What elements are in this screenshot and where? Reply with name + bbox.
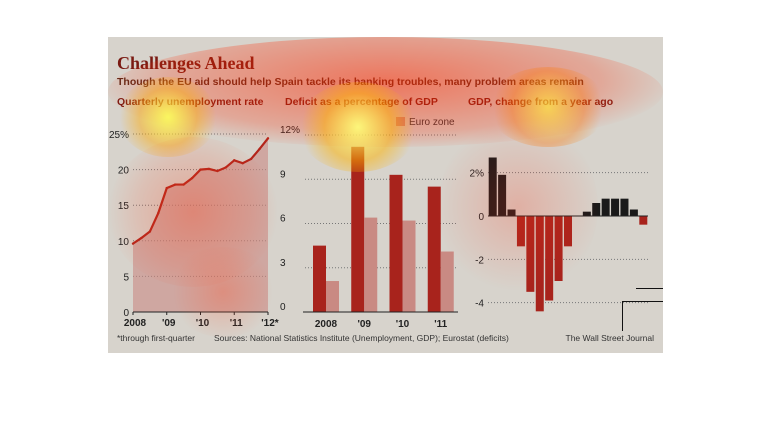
gdp-bar [545, 216, 554, 301]
x-tick-label: '09 [162, 318, 176, 329]
bar-spain [389, 174, 403, 312]
gdp-bar [488, 157, 497, 216]
x-tick-label: '10 [396, 319, 410, 330]
gdp-chart: 2%0-2-4-62008'09'10'11'12 [470, 157, 648, 312]
data-point [157, 211, 160, 215]
legend-label-euro-zone: Euro zone [409, 117, 455, 128]
data-point [216, 169, 219, 173]
y-tick-label: 25% [109, 130, 129, 141]
corner-marker-top [636, 288, 663, 289]
unemployment-chart-title: Quarterly unemployment rate [117, 96, 264, 108]
deficit-chart: 12% 9 6 3 0 Euro zone 2008 '09 '10 '11 [280, 117, 458, 330]
data-point [258, 147, 261, 151]
x-tick-label: 2008 [124, 318, 147, 329]
bar-spain [351, 146, 365, 312]
gdp-bar [526, 216, 535, 292]
data-point [241, 161, 244, 165]
x-tick-label: 2008 [315, 319, 338, 330]
gdp-bar [554, 216, 563, 281]
gdp-bar [592, 203, 601, 216]
y-tick-label: 2% [470, 169, 485, 180]
bar-spain [313, 245, 326, 312]
y-tick-label: 0 [123, 308, 129, 319]
bar-euro-zone [402, 220, 416, 312]
y-tick-label: 0 [478, 212, 484, 223]
corner-marker [622, 301, 663, 302]
y-tick-label: 20 [118, 166, 130, 177]
deficit-chart-title: Deficit as a percentage of GDP [285, 96, 438, 108]
y-tick-label: 10 [118, 237, 130, 248]
x-tick-label: '10 [196, 318, 210, 329]
data-point [249, 157, 253, 161]
gdp-bar [620, 198, 629, 216]
y-tick-label: -4 [475, 299, 484, 310]
chart-panel: Challenges Ahead Though the EU aid shoul… [108, 37, 663, 353]
y-tick-label: 12% [280, 125, 300, 136]
data-point [266, 137, 270, 140]
y-tick-label: 15 [118, 201, 130, 212]
gdp-bar [629, 209, 638, 216]
bar-euro-zone [440, 251, 454, 312]
footnote: *through first-quarter [117, 333, 195, 343]
y-tick-label: -2 [475, 255, 484, 266]
gdp-bar [498, 174, 507, 216]
gdp-bar [582, 211, 591, 216]
bar-spain [427, 186, 441, 312]
data-point [233, 159, 236, 162]
gdp-chart-title: GDP, change from a year ago [468, 96, 614, 108]
sources-note: Sources: National Statistics Institute (… [214, 333, 509, 343]
corner-marker-vertical [622, 301, 623, 331]
data-point [207, 167, 211, 171]
y-tick-label: 0 [280, 302, 286, 313]
page-title: Challenges Ahead [117, 53, 255, 73]
data-point [224, 166, 228, 169]
data-point [131, 242, 135, 245]
page-subtitle: Though the EU aid should help Spain tack… [117, 76, 584, 88]
data-point [148, 230, 152, 233]
gdp-bar [639, 216, 648, 225]
x-tick-label: '12* [261, 318, 279, 329]
bar-euro-zone [364, 217, 378, 312]
data-point [173, 183, 177, 186]
gdp-bar [601, 198, 610, 216]
x-tick-label: '11 [434, 319, 447, 330]
y-tick-label: 5 [123, 272, 129, 283]
unemployment-area [133, 138, 268, 312]
y-tick-label: 9 [280, 169, 286, 180]
y-tick-label: 3 [280, 258, 286, 269]
y-tick-label: 6 [280, 214, 286, 225]
data-point [182, 183, 185, 186]
data-point [199, 168, 202, 171]
gdp-bar [611, 198, 620, 216]
gdp-bar [535, 216, 544, 312]
gdp-bar [516, 216, 525, 247]
data-point [140, 236, 143, 240]
gdp-bar [564, 216, 572, 247]
x-tick-label: '11 [230, 318, 243, 329]
data-point [165, 186, 168, 190]
credit-line: The Wall Street Journal [565, 333, 655, 343]
x-tick-label: '09 [357, 319, 371, 330]
legend-swatch-euro-zone [396, 117, 405, 126]
bar-euro-zone [326, 281, 339, 312]
gdp-bar [507, 209, 516, 216]
data-point [190, 176, 194, 180]
